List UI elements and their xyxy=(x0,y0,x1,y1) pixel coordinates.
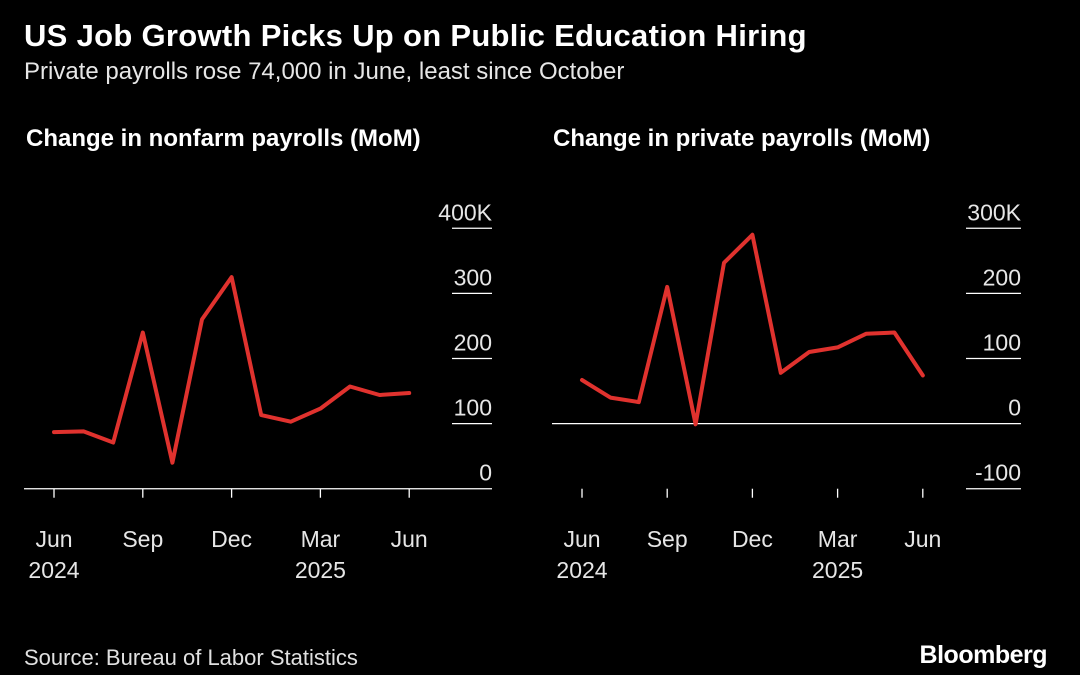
page-subtitle: Private payrolls rose 74,000 in June, le… xyxy=(24,58,625,85)
y-tick-label: 200 xyxy=(454,330,492,356)
x-tick-label: Mar xyxy=(301,526,341,552)
chart-title-private: Change in private payrolls (MoM) xyxy=(553,125,930,152)
y-tick-label: 100 xyxy=(983,330,1021,356)
x-tick-label: Dec xyxy=(732,526,773,552)
y-tick-label: 200 xyxy=(983,264,1021,290)
y-tick-label: 0 xyxy=(1008,395,1021,421)
x-year-label: 2025 xyxy=(295,557,346,583)
y-tick-label: 400K xyxy=(438,199,492,225)
x-tick-label: Jun xyxy=(904,526,941,552)
private-payrolls-chart: Change in private payrolls (MoM) 300K 200… xyxy=(552,125,1022,583)
x-tick-label: Jun xyxy=(563,526,600,552)
y-tick-label: 300K xyxy=(967,199,1021,225)
nonfarm-series-line xyxy=(52,275,412,465)
y-tick-label: 0 xyxy=(479,460,492,486)
bloomberg-logo: Bloomberg xyxy=(919,641,1048,669)
x-year-label: 2024 xyxy=(28,557,79,583)
x-tick-label: Dec xyxy=(211,526,252,552)
x-tick-label: Sep xyxy=(647,526,688,552)
page-title: US Job Growth Picks Up on Public Educati… xyxy=(24,18,807,53)
nonfarm-payrolls-chart: Change in nonfarm payrolls (MoM) 400K 300… xyxy=(24,125,493,583)
x-year-label: 2024 xyxy=(556,557,607,583)
chart-title-nonfarm: Change in nonfarm payrolls (MoM) xyxy=(26,125,421,152)
x-tick-label: Sep xyxy=(122,526,163,552)
source-note: Source: Bureau of Labor Statistics xyxy=(24,645,358,670)
x-tick-label: Jun xyxy=(35,526,72,552)
private-series-line xyxy=(580,232,925,427)
x-tick-label: Mar xyxy=(818,526,858,552)
y-tick-label: -100 xyxy=(975,460,1021,486)
y-tick-label: 100 xyxy=(454,395,492,421)
charts-canvas: Change in nonfarm payrolls (MoM) 400K 300… xyxy=(24,125,1022,583)
x-year-label: 2025 xyxy=(812,557,863,583)
x-tick-label: Jun xyxy=(391,526,428,552)
y-tick-label: 300 xyxy=(454,264,492,290)
